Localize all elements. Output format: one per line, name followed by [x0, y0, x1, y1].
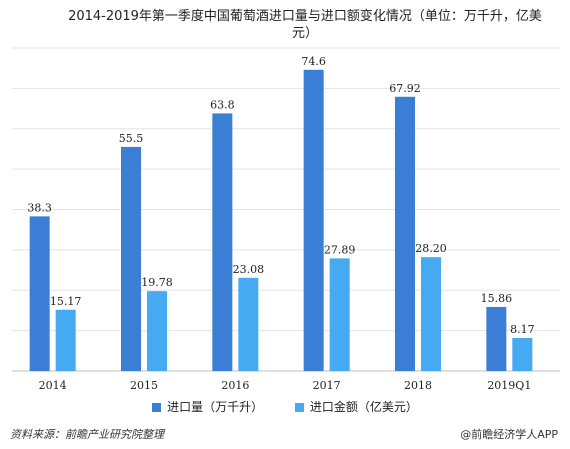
chart-title: 2014-2019年第一季度中国葡萄酒进口量与进口额变化情况（单位：万千升，亿美… — [68, 9, 542, 41]
data-label-import-volume-2017: 74.6 — [301, 55, 326, 68]
data-label-import-volume-2014: 38.3 — [27, 201, 52, 214]
bar-import-value-2018 — [421, 257, 441, 371]
data-label-import-value-2015: 19.78 — [141, 276, 173, 289]
x-tick-label-2017: 2017 — [313, 379, 341, 392]
legend-item-import-volume: 进口量（万千升） — [152, 398, 263, 415]
bar-import-volume-2015 — [121, 146, 141, 371]
bar-import-volume-2019Q1 — [486, 306, 507, 371]
x-tick-label-2014: 2014 — [39, 379, 67, 392]
x-tick-labels: 2014 2015 2016 2017 2018 2019Q1 — [39, 379, 532, 392]
data-labels: 38.3 15.17 55.5 19.78 63.8 23.08 74.6 27.89 67.9… — [27, 55, 534, 336]
data-label-import-value-2014: 15.17 — [50, 295, 82, 308]
data-label-import-value-2019Q1: 8.17 — [510, 323, 535, 336]
legend-label-import-volume: 进口量（万千升） — [167, 400, 264, 414]
x-tick-label-2018: 2018 — [404, 379, 432, 392]
bar-import-value-2017 — [329, 258, 350, 371]
bar-import-volume-2014 — [29, 216, 50, 371]
legend-label-import-value: 进口金额（亿美元） — [309, 400, 418, 414]
bar-import-volume-2016 — [212, 113, 233, 371]
grid-lines — [12, 47, 560, 372]
x-tick-label-2015: 2015 — [130, 379, 158, 392]
legend: 进口量（万千升） 进口金额（亿美元） — [0, 398, 570, 415]
x-tick-label-2016: 2016 — [221, 379, 249, 392]
data-label-import-value-2018: 28.20 — [415, 242, 447, 255]
data-label-import-volume-2018: 67.92 — [389, 82, 421, 95]
legend-swatch-import-volume — [152, 403, 162, 412]
data-label-import-value-2017: 27.89 — [324, 243, 356, 256]
bar-import-value-2019Q1 — [512, 338, 533, 371]
bar-import-volume-2018 — [395, 96, 415, 371]
data-label-import-volume-2015: 55.5 — [119, 132, 144, 145]
bars — [29, 69, 533, 372]
bar-import-value-2014 — [55, 309, 76, 371]
data-label-import-value-2016: 23.08 — [233, 263, 265, 276]
legend-item-import-value: 进口金额（亿美元） — [294, 398, 418, 415]
bar-import-volume-2017 — [303, 69, 324, 372]
brand-credit: @前瞻经济学人APP — [460, 428, 558, 441]
data-label-import-volume-2016: 63.8 — [210, 98, 235, 111]
x-tick-label-2019Q1: 2019Q1 — [487, 379, 531, 392]
data-label-import-volume-2019Q1: 15.86 — [481, 292, 513, 305]
source-note: 资料来源：前瞻产业研究院整理 — [10, 428, 164, 441]
bar-import-value-2015 — [147, 291, 167, 371]
bar-import-value-2016 — [238, 277, 259, 371]
legend-swatch-import-value — [294, 403, 304, 412]
